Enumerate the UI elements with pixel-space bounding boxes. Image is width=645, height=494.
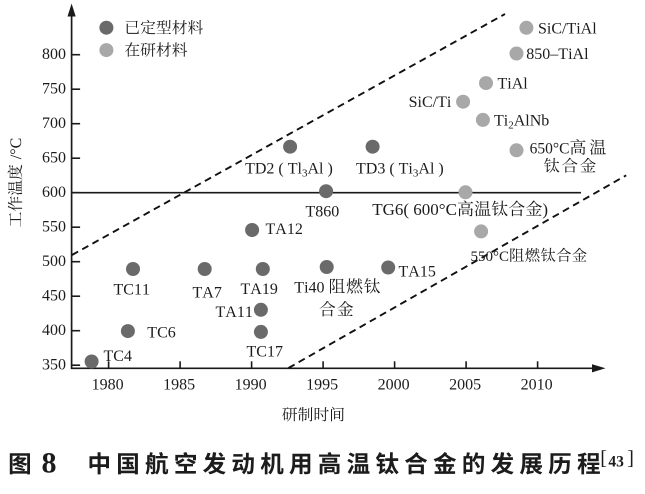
svg-text:850–TiAl: 850–TiAl — [526, 46, 589, 63]
svg-text:700: 700 — [42, 115, 66, 132]
svg-text:500: 500 — [42, 253, 66, 270]
svg-text:TD3 ( Ti: TD3 ( Ti — [356, 161, 413, 178]
svg-text:2005: 2005 — [449, 376, 481, 393]
svg-text:SiC/Ti: SiC/Ti — [409, 94, 452, 111]
svg-text:400: 400 — [42, 322, 66, 339]
svg-text:°C: °C — [553, 141, 570, 158]
svg-text:TC11: TC11 — [114, 281, 150, 298]
svg-text:AlNb: AlNb — [514, 112, 550, 129]
svg-text:2010: 2010 — [521, 376, 553, 393]
svg-text:350: 350 — [42, 356, 66, 373]
svg-text:Al ): Al ) — [308, 161, 333, 178]
svg-text:1980: 1980 — [92, 376, 124, 393]
svg-text:750: 750 — [42, 80, 66, 97]
svg-text:°C: °C — [493, 249, 509, 265]
svg-text:TC6: TC6 — [147, 324, 175, 341]
svg-text:43: 43 — [608, 453, 624, 470]
svg-text:°C: °C — [439, 200, 457, 219]
svg-text:800: 800 — [42, 46, 66, 63]
svg-text:3: 3 — [302, 168, 308, 180]
svg-text:TA11: TA11 — [216, 304, 253, 321]
svg-text:600: 600 — [42, 184, 66, 201]
svg-text:2000: 2000 — [378, 376, 410, 393]
svg-text:TA12: TA12 — [266, 221, 303, 238]
svg-text:T860: T860 — [306, 204, 340, 221]
svg-text:TA7: TA7 — [193, 284, 222, 301]
svg-text:TC4: TC4 — [104, 348, 132, 365]
svg-text:2: 2 — [508, 119, 514, 131]
svg-text:SiC/TiAl: SiC/TiAl — [538, 20, 597, 37]
svg-text:TC17: TC17 — [247, 343, 283, 360]
svg-text:450: 450 — [42, 287, 66, 304]
svg-text:TA15: TA15 — [399, 263, 436, 280]
svg-text:1985: 1985 — [163, 376, 195, 393]
svg-text:TD2 ( Tl: TD2 ( Tl — [245, 161, 302, 178]
svg-text:650: 650 — [42, 149, 66, 166]
svg-text:]: ] — [627, 447, 634, 469]
svg-text:550: 550 — [471, 249, 494, 265]
svg-text:1995: 1995 — [306, 376, 338, 393]
svg-text:1990: 1990 — [235, 376, 267, 393]
svg-text:650: 650 — [530, 141, 554, 158]
svg-text:): ) — [542, 200, 548, 219]
svg-text:3: 3 — [413, 168, 419, 180]
svg-text:TA19: TA19 — [241, 281, 278, 298]
svg-text:8: 8 — [42, 446, 57, 479]
svg-text:Ti40: Ti40 — [294, 279, 324, 296]
svg-text:[: [ — [600, 447, 607, 469]
svg-text:TG6( 600: TG6( 600 — [372, 200, 439, 219]
svg-text:550: 550 — [42, 218, 66, 235]
svg-text:Al ): Al ) — [418, 161, 443, 178]
svg-text:Ti: Ti — [494, 112, 509, 129]
svg-text:TiAl: TiAl — [498, 76, 529, 93]
